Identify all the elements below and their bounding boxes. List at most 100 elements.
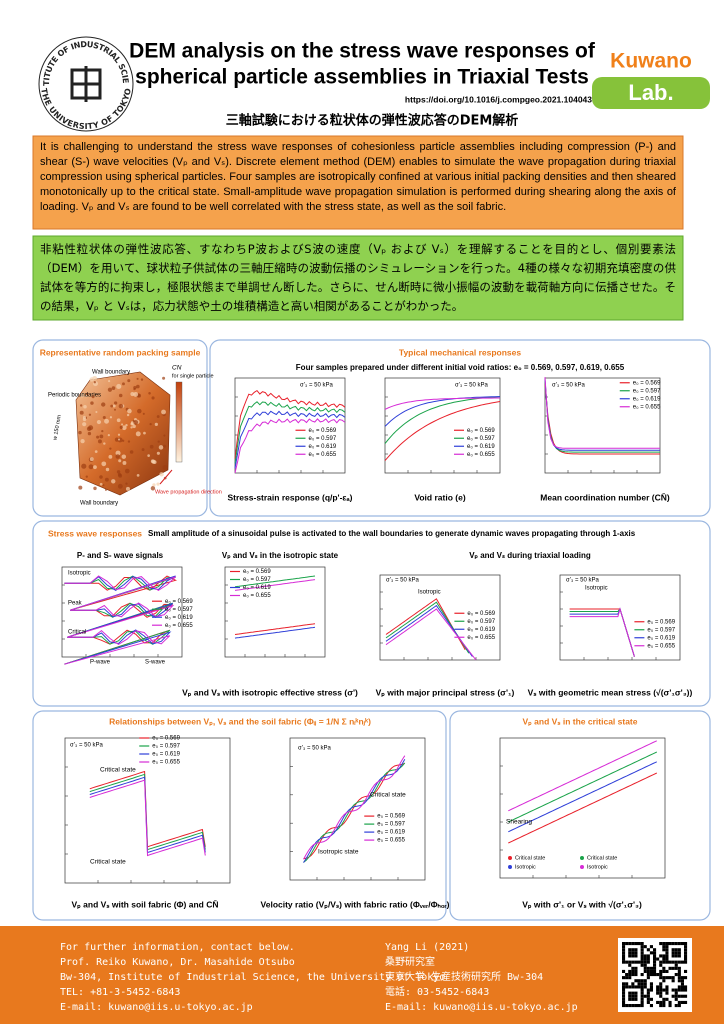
legend-label: e₀ = 0.619	[647, 635, 675, 641]
qr-module	[659, 963, 663, 967]
qr-module	[622, 976, 626, 980]
particle	[136, 384, 140, 389]
legend-marker	[508, 865, 512, 869]
particle	[159, 472, 164, 477]
qr-module	[671, 951, 675, 955]
qr-module	[684, 960, 688, 964]
qr-module	[640, 997, 644, 1001]
particle	[135, 431, 141, 437]
qr-module	[646, 960, 650, 964]
curve	[234, 623, 316, 635]
qr-module	[684, 969, 688, 973]
qr-module	[677, 942, 681, 946]
panel-box	[32, 710, 447, 921]
plot-frame	[234, 377, 346, 474]
particle	[161, 409, 166, 415]
qr-module	[680, 1000, 684, 1004]
doi: https://doi.org/10.1016/j.compgeo.2021.1…	[405, 94, 592, 104]
curve	[508, 740, 658, 812]
particle	[105, 467, 110, 472]
qr-module	[631, 951, 635, 955]
qr-module	[684, 1000, 688, 1004]
particle	[108, 454, 113, 459]
qr-module	[659, 960, 663, 964]
label: Critical state	[90, 859, 126, 866]
abstract-en-box	[32, 135, 684, 230]
particle	[140, 378, 144, 381]
qr-module	[631, 942, 635, 946]
particle	[115, 450, 121, 456]
qr-module	[625, 1004, 629, 1008]
qr-module	[649, 985, 653, 989]
caption: Mean coordination number (CN̄)	[540, 492, 670, 502]
subtitle-jp: 三軸試験における粒状体の弾性波応答のDEM解析	[226, 113, 519, 129]
qr-module	[640, 985, 644, 989]
qr-module	[631, 969, 635, 973]
qr-module	[680, 960, 684, 964]
qr-module	[634, 960, 638, 964]
label: Wall boundary	[80, 501, 118, 507]
footer-line: 電話: 03-5452-6843	[385, 987, 490, 998]
legend-label: e₀ = 0.619	[165, 615, 193, 621]
particle	[147, 454, 150, 457]
qr-module	[643, 969, 647, 973]
qr-module	[684, 948, 688, 952]
qr-module	[649, 997, 653, 1001]
qr-module	[684, 942, 688, 946]
qr-module	[659, 976, 663, 980]
qr-module	[653, 966, 657, 970]
qr-module	[668, 976, 672, 980]
qr-module	[622, 997, 626, 1001]
qr-module	[653, 973, 657, 977]
qr-module	[628, 973, 632, 977]
particle	[149, 423, 152, 426]
qr-module	[631, 991, 635, 995]
legend-label: e₀ = 0.655	[377, 838, 405, 844]
arrow	[159, 469, 173, 485]
particle	[158, 445, 164, 450]
plot-frame	[544, 377, 661, 474]
qr-module	[674, 948, 678, 952]
legend-label: e₀ = 0.569	[647, 619, 675, 625]
particle	[85, 394, 88, 398]
particle	[94, 450, 98, 454]
qr-module	[677, 979, 681, 983]
curve	[385, 604, 473, 657]
qr-module	[677, 973, 681, 977]
qr-module	[646, 957, 650, 961]
particle	[133, 420, 139, 425]
particle	[156, 451, 160, 455]
particle	[154, 422, 158, 427]
qr-module	[684, 994, 688, 998]
qr-module	[659, 942, 663, 946]
footer-line: Yang Li (2021)	[385, 942, 470, 953]
curve	[544, 380, 660, 453]
particle	[162, 376, 166, 380]
qr-module	[622, 1004, 626, 1008]
qr-module	[674, 991, 678, 995]
qr-module	[662, 1000, 666, 1004]
qr-module	[662, 954, 666, 958]
particle	[127, 440, 131, 443]
footer-line: E-mail: kuwano@iis.u-tokyo.ac.jp	[60, 1002, 253, 1013]
particle	[136, 377, 139, 380]
particle	[83, 404, 87, 409]
curve	[234, 401, 346, 464]
qr-module	[643, 979, 647, 983]
caption: Vₛ with geometric mean stress (√(σ'₁σ'₃)…	[528, 687, 693, 697]
particle	[127, 379, 131, 383]
panel-title: Vₚ and Vₛ in the critical state	[523, 716, 638, 726]
qr-module	[677, 985, 681, 989]
qr-module	[653, 963, 657, 967]
particle	[117, 483, 123, 489]
curve	[569, 607, 635, 657]
particle	[112, 404, 116, 408]
particle	[125, 424, 128, 427]
qr-module	[634, 969, 638, 973]
qr-module	[677, 988, 681, 992]
qr-module	[668, 942, 672, 946]
particle	[149, 444, 154, 449]
legend-label: e₀ = 0.597	[647, 627, 675, 633]
qr-module	[628, 997, 632, 1001]
